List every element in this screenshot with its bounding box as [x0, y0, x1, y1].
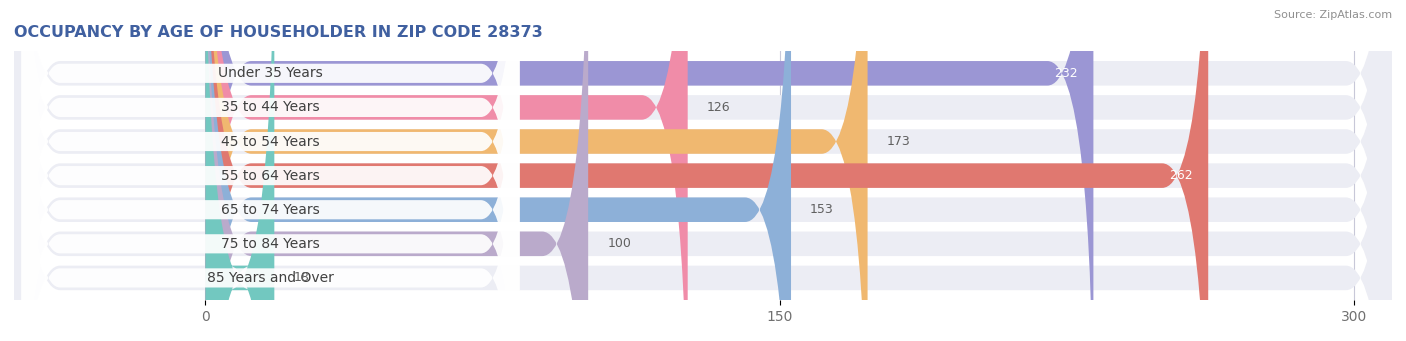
Text: 18: 18 — [294, 271, 309, 284]
FancyBboxPatch shape — [21, 0, 519, 341]
Text: 65 to 74 Years: 65 to 74 Years — [221, 203, 321, 217]
Text: Under 35 Years: Under 35 Years — [218, 66, 323, 80]
Text: 75 to 84 Years: 75 to 84 Years — [221, 237, 321, 251]
FancyBboxPatch shape — [205, 0, 1094, 341]
FancyBboxPatch shape — [14, 0, 1392, 341]
FancyBboxPatch shape — [21, 0, 519, 341]
FancyBboxPatch shape — [205, 0, 274, 341]
FancyBboxPatch shape — [21, 0, 519, 341]
FancyBboxPatch shape — [205, 0, 1208, 341]
Text: 100: 100 — [607, 237, 631, 250]
Text: 126: 126 — [707, 101, 731, 114]
FancyBboxPatch shape — [205, 0, 868, 341]
FancyBboxPatch shape — [14, 0, 1392, 341]
FancyBboxPatch shape — [14, 0, 1392, 341]
Text: 173: 173 — [887, 135, 911, 148]
Text: 35 to 44 Years: 35 to 44 Years — [221, 100, 319, 115]
FancyBboxPatch shape — [21, 0, 519, 341]
FancyBboxPatch shape — [21, 0, 519, 341]
Text: 45 to 54 Years: 45 to 54 Years — [221, 134, 319, 149]
FancyBboxPatch shape — [14, 0, 1392, 341]
FancyBboxPatch shape — [14, 0, 1392, 341]
FancyBboxPatch shape — [205, 0, 588, 341]
Text: 232: 232 — [1054, 67, 1078, 80]
Text: 262: 262 — [1170, 169, 1192, 182]
FancyBboxPatch shape — [205, 0, 792, 341]
FancyBboxPatch shape — [21, 0, 519, 341]
FancyBboxPatch shape — [14, 0, 1392, 341]
Text: 55 to 64 Years: 55 to 64 Years — [221, 168, 321, 183]
Text: Source: ZipAtlas.com: Source: ZipAtlas.com — [1274, 10, 1392, 20]
FancyBboxPatch shape — [21, 0, 519, 341]
Text: 153: 153 — [810, 203, 834, 216]
FancyBboxPatch shape — [14, 0, 1392, 341]
FancyBboxPatch shape — [205, 0, 688, 341]
Text: 85 Years and Over: 85 Years and Over — [207, 271, 335, 285]
Text: OCCUPANCY BY AGE OF HOUSEHOLDER IN ZIP CODE 28373: OCCUPANCY BY AGE OF HOUSEHOLDER IN ZIP C… — [14, 25, 543, 40]
